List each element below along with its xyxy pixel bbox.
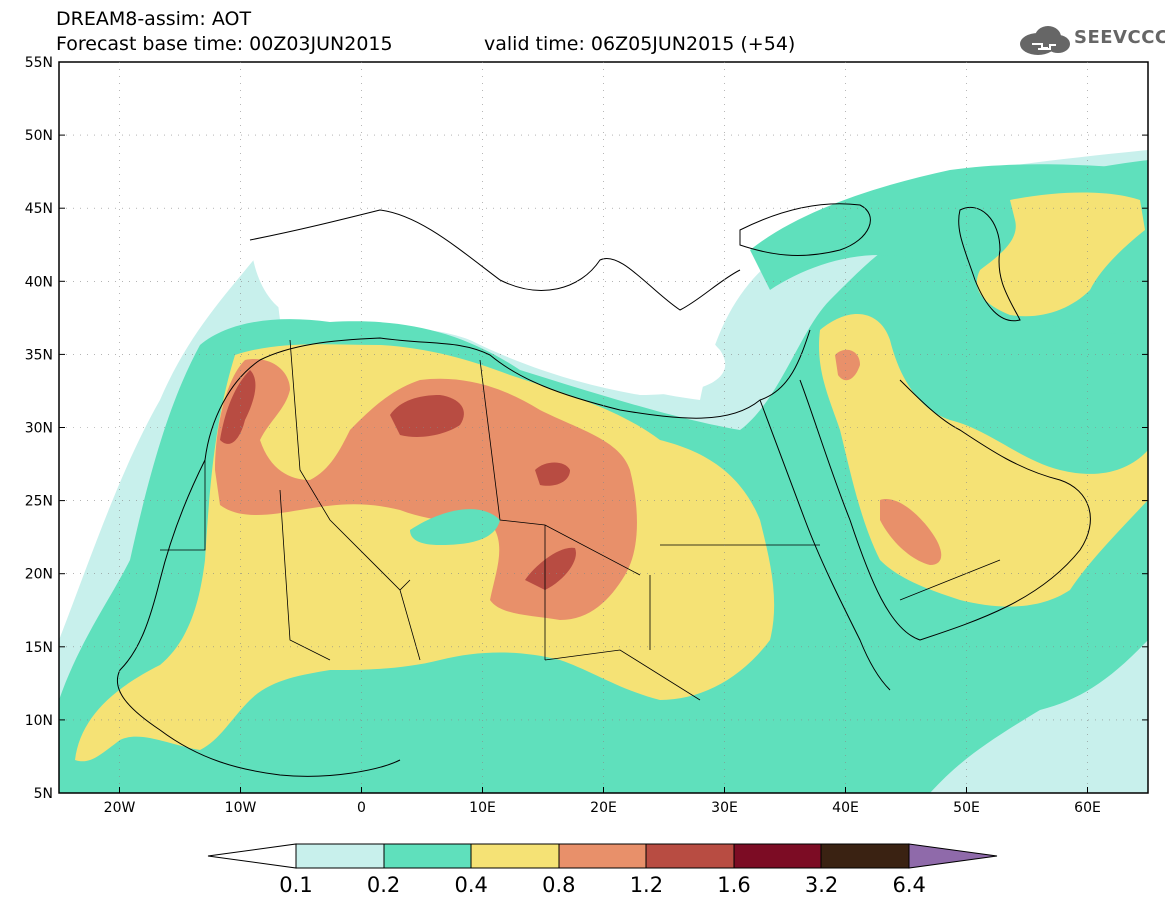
coastlines [116,203,1091,777]
lat-tick-label: 30N [25,421,53,437]
colorbar-cell-2 [383,843,472,869]
lat-tick-label: 55N [25,55,53,71]
lon-tick-label: 50E [953,800,980,816]
colorbar-label: 0.1 [279,873,312,897]
colorbar-below-arrow [207,843,297,869]
coast-west-africa [116,459,401,777]
lon-tick-label: 30E [711,800,738,816]
lon-tick-label: 20W [104,800,136,816]
lon-tick-label: 20E [590,800,617,816]
latitude-ticks: 55N 50N 45N 40N 35N 30N 25N 20N 15N 10N 5N [25,55,1148,802]
colorbar-cell-6 [733,843,822,869]
lon-tick-label: 40E [832,800,859,816]
aot-field [59,62,1148,793]
graticule [59,62,1148,793]
colorbar-label: 6.4 [892,873,925,897]
lon-tick-label: 0 [357,800,366,816]
lat-tick-label: 45N [25,201,53,217]
coast-black-sea [739,203,871,256]
colorbar-label: 0.8 [542,873,575,897]
colorbar-label: 1.2 [630,873,663,897]
aot-band-12c [535,462,570,486]
lat-tick-label: 10N [25,713,53,729]
colorbar-label: 3.2 [805,873,838,897]
longitude-ticks: 20W 10W 0 10E 20E 30E 40E 50E 60E [104,787,1101,816]
colorbar-labels: 0.1 0.2 0.4 0.8 1.2 1.6 3.2 6.4 [279,873,926,897]
low-aot-zone [250,62,1148,395]
lat-tick-label: 50N [25,128,53,144]
border-lines [160,339,1001,701]
colorbar-cell-4 [558,843,647,869]
base-time-label: Forecast base time: 00Z03JUN2015 [56,33,393,55]
low-aot-gap-sahel [410,509,500,545]
coast-red-sea [759,399,891,691]
aot-band-12 [220,370,256,444]
colorbar-cell-1 [295,843,385,869]
colorbar-label: 0.4 [454,873,487,897]
lat-tick-label: 25N [25,494,53,510]
model-title: DREAM8-assim: AOT [56,8,252,30]
colorbar: 0.1 0.2 0.4 0.8 1.2 1.6 3.2 6.4 [207,843,998,897]
coast-caspian [958,207,1021,322]
cloud-logo-icon [1020,26,1070,55]
colorbar-cell-3 [470,843,560,869]
seevccc-logo: SEEVCCC [1018,22,1165,58]
aot-band-08 [215,359,637,620]
lat-tick-label: 35N [25,347,53,363]
colorbar-label: 1.6 [717,873,750,897]
coast-europe [249,209,741,311]
aot-band-casia [976,192,1145,317]
lat-tick-label: 5N [34,786,53,802]
lat-tick-label: 20N [25,567,53,583]
coast-arabia [799,379,1091,641]
lon-tick-label: 60E [1074,800,1101,816]
colorbar-label: 0.2 [367,873,400,897]
lat-tick-label: 15N [25,640,53,656]
aot-band-12b [390,395,464,437]
aot-band-levant-orange [835,349,860,381]
lon-tick-label: 10E [469,800,496,816]
logo-text: SEEVCCC [1074,27,1165,48]
colorbar-cell-7 [820,843,910,869]
lon-tick-label: 10W [225,800,257,816]
aot-band-arabia-orange [880,499,942,565]
valid-time-label: valid time: 06Z05JUN2015 (+54) [484,33,796,55]
colorbar-cell-5 [645,843,735,869]
lat-tick-label: 40N [25,274,53,290]
aot-band-12d [525,547,576,590]
coast-north-africa [204,329,811,461]
colorbar-above-arrow [908,843,998,869]
